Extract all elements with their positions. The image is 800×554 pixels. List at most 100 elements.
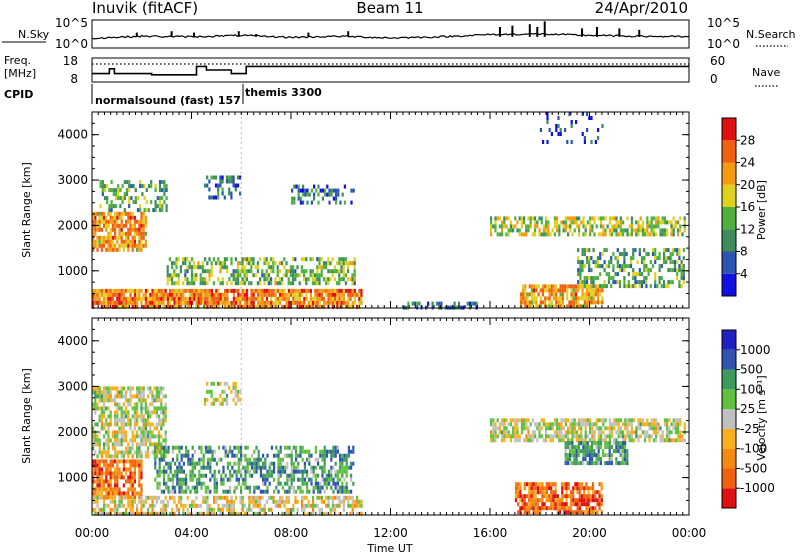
scatter-cell	[550, 132, 553, 136]
scatter-cell	[568, 284, 571, 289]
scatter-cell	[567, 216, 570, 221]
scatter-cell	[558, 506, 562, 511]
scatter-cell	[94, 467, 97, 472]
scatter-cell	[125, 459, 128, 464]
scatter-cell	[679, 216, 682, 221]
scatter-cell	[250, 281, 253, 286]
scatter-cell	[243, 503, 246, 508]
scatter-cell	[519, 490, 522, 495]
scatter-cell	[338, 281, 341, 286]
scatter-cell	[541, 498, 544, 503]
scatter-cell	[127, 459, 130, 464]
scatter-cell	[133, 450, 136, 455]
scatter-cell	[263, 257, 266, 262]
scatter-cell	[593, 216, 596, 221]
scatter-cell	[307, 503, 310, 508]
scatter-cell	[164, 288, 167, 293]
scatter-cell	[597, 438, 600, 443]
scatter-cell	[103, 188, 107, 193]
scatter-cell	[343, 465, 346, 470]
scatter-cell	[160, 406, 163, 411]
colorbar-tick-label: 28	[740, 133, 755, 147]
scatter-cell	[507, 434, 510, 439]
scatter-cell	[111, 430, 114, 435]
scatter-cell	[289, 269, 292, 274]
scatter-cell	[330, 465, 333, 470]
scatter-cell	[608, 461, 611, 466]
scatter-cell	[594, 288, 597, 293]
scatter-cell	[219, 401, 222, 406]
scatter-cell	[585, 498, 588, 503]
scatter-cell	[566, 140, 569, 144]
scatter-cell	[204, 281, 207, 286]
scatter-cell	[279, 292, 282, 297]
scatter-cell	[307, 288, 310, 293]
scatter-cell	[116, 483, 119, 488]
scatter-cell	[239, 397, 242, 402]
scatter-cell	[177, 277, 180, 282]
scatter-cell	[261, 269, 264, 274]
scatter-cell	[577, 280, 580, 285]
scatter-cell	[248, 296, 251, 301]
scatter-cell	[147, 422, 150, 427]
scatter-cell	[492, 224, 495, 229]
scatter-cell	[210, 292, 213, 297]
scatter-cell	[94, 227, 97, 232]
scatter-cell	[305, 503, 308, 508]
scatter-cell	[252, 273, 255, 278]
scatter-cell	[600, 502, 603, 507]
scatter-cell	[678, 248, 681, 253]
scatter-cell	[158, 300, 161, 305]
scatter-cell	[233, 453, 236, 458]
scatter-cell	[257, 465, 260, 470]
scatter-cell	[560, 418, 563, 423]
frequency-trace	[92, 63, 689, 76]
scatter-cell	[171, 485, 174, 490]
scatter-cell	[226, 461, 229, 466]
scatter-cell	[309, 288, 312, 293]
scatter-cell	[600, 498, 603, 503]
scatter-cell	[111, 463, 114, 468]
scatter-cell	[219, 175, 222, 180]
scatter-cell	[541, 482, 544, 487]
scatter-cell	[142, 499, 145, 504]
scatter-cell	[217, 195, 220, 200]
scatter-cell	[129, 450, 132, 455]
scatter-cell	[237, 457, 240, 462]
scatter-cell	[206, 281, 209, 286]
scatter-cell	[116, 394, 119, 399]
scatter-cell	[217, 257, 220, 262]
scatter-cell	[154, 188, 157, 193]
scatter-cell	[133, 471, 136, 476]
scatter-cell	[531, 430, 534, 435]
scatter-cell	[287, 288, 290, 293]
scatter-cell	[110, 208, 113, 213]
scatter-cell	[336, 261, 339, 266]
scatter-cell	[534, 494, 537, 499]
scatter-cell	[278, 281, 281, 286]
scatter-cell	[308, 489, 311, 494]
scatter-cell	[111, 499, 114, 504]
scatter-cell	[202, 457, 205, 462]
scatter-cell	[275, 453, 278, 458]
scatter-cell	[312, 499, 315, 504]
scatter-cell	[579, 304, 582, 309]
scatter-cell	[292, 489, 295, 494]
scatter-cell	[576, 486, 579, 491]
scatter-cell	[353, 273, 356, 278]
scatter-cell	[156, 481, 159, 486]
scatter-cell	[552, 506, 555, 511]
scatter-cell	[107, 487, 110, 492]
scatter-cell	[575, 216, 578, 221]
nave-label: Nave	[752, 66, 780, 79]
scatter-cell	[103, 463, 106, 468]
scatter-cell	[590, 296, 593, 301]
scatter-cell	[278, 269, 281, 274]
scatter-cell	[645, 268, 648, 273]
scatter-cell	[122, 418, 125, 423]
scatter-cell	[295, 469, 298, 474]
scatter-cell	[109, 414, 112, 419]
scatter-cell	[302, 184, 305, 189]
scatter-cell	[98, 446, 101, 451]
scatter-cell	[206, 269, 209, 274]
